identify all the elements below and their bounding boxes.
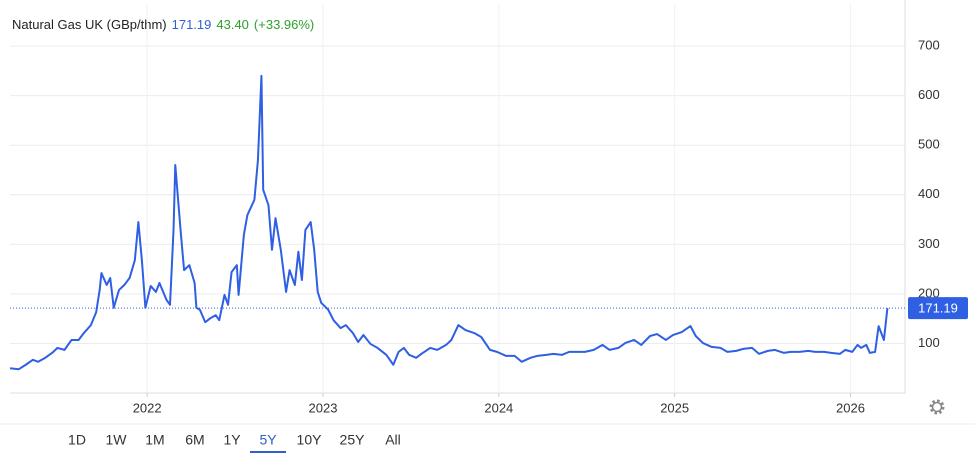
y-tick-label: 300: [918, 236, 940, 251]
header: Natural Gas UK (GBp/thm) 171.19 43.40 (+33.…: [12, 17, 319, 32]
y-tick-label: 100: [918, 335, 940, 350]
range-button[interactable]: 1D: [68, 432, 86, 448]
y-tick-label: 400: [918, 186, 940, 201]
range-button[interactable]: 1W: [106, 432, 128, 448]
y-tick-label: 700: [918, 38, 940, 53]
range-button[interactable]: 10Y: [297, 432, 323, 448]
title: Natural Gas UK (GBp/thm): [12, 17, 167, 32]
range-button[interactable]: 1M: [145, 432, 164, 448]
y-tick-label: 600: [918, 87, 940, 102]
y-tick-label: 500: [918, 137, 940, 152]
change: 43.40: [216, 17, 249, 32]
range-button[interactable]: 6M: [185, 432, 204, 448]
range-button[interactable]: 1Y: [223, 432, 241, 448]
settings-icon[interactable]: [929, 399, 945, 415]
y-tick-label: 200: [918, 285, 940, 300]
range-button[interactable]: 5Y: [259, 432, 277, 448]
x-tick-label: 2025: [660, 400, 689, 415]
x-tick-label: 2023: [309, 400, 338, 415]
last-price-tag: [908, 297, 968, 320]
last-price: 171.19: [171, 17, 212, 32]
last-price-label: 171.19: [918, 301, 958, 316]
x-tick-label: 2024: [484, 400, 513, 415]
change-pct: (+33.96%): [253, 17, 315, 32]
range-button[interactable]: 25Y: [340, 432, 366, 448]
range-button[interactable]: All: [385, 432, 401, 448]
x-tick-label: 2022: [133, 400, 162, 415]
price-line: [9, 74, 889, 371]
x-tick-label: 2026: [836, 400, 865, 415]
